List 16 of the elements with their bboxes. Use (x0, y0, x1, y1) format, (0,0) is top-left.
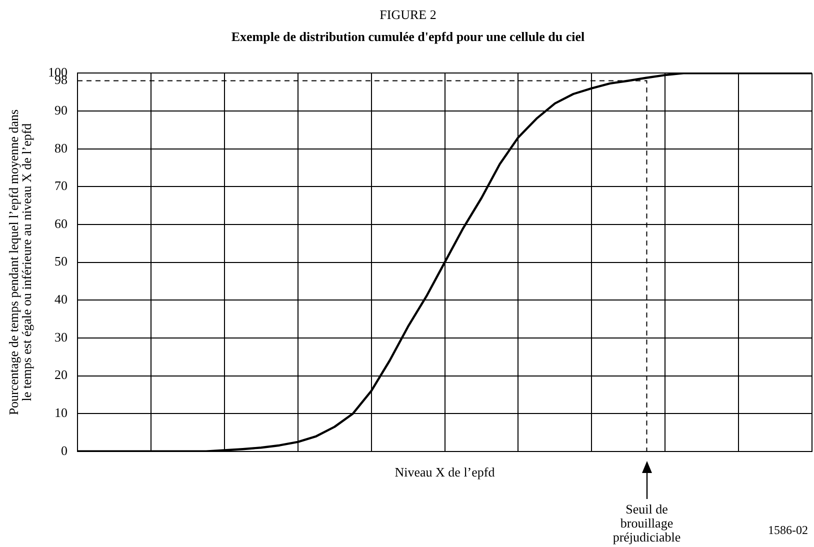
chart-subtitle: Exemple de distribution cumulée d'epfd pour une cellule du ciel (231, 28, 586, 44)
y-tick-label: 70 (54, 178, 68, 194)
y-tick-label: 60 (54, 216, 68, 231)
y-tick-label: 50 (54, 254, 68, 269)
text: 1586-02 (768, 523, 808, 538)
y-tick-label: 90 (54, 102, 68, 118)
y-tick-label: 10 (54, 405, 68, 420)
y-tick-label: 20 (54, 367, 68, 382)
chart-title: FIGURE 2 (380, 7, 436, 22)
y-tick-label: 40 (54, 292, 68, 307)
y-axis-title: Pourcentage de temps pendant lequel l’epfd moyenne dans le temps est égale ou inférieure au niveau X de l’epfd (6, 109, 34, 416)
y-tick-label: 80 (54, 140, 68, 156)
x-axis-title: Niveau X de l’epfd (394, 464, 496, 480)
text: Seuil de brouillage préjudiciable (612, 501, 681, 544)
y-tick-label: 0 (61, 442, 68, 458)
y-tick-label: 30 (54, 329, 68, 344)
